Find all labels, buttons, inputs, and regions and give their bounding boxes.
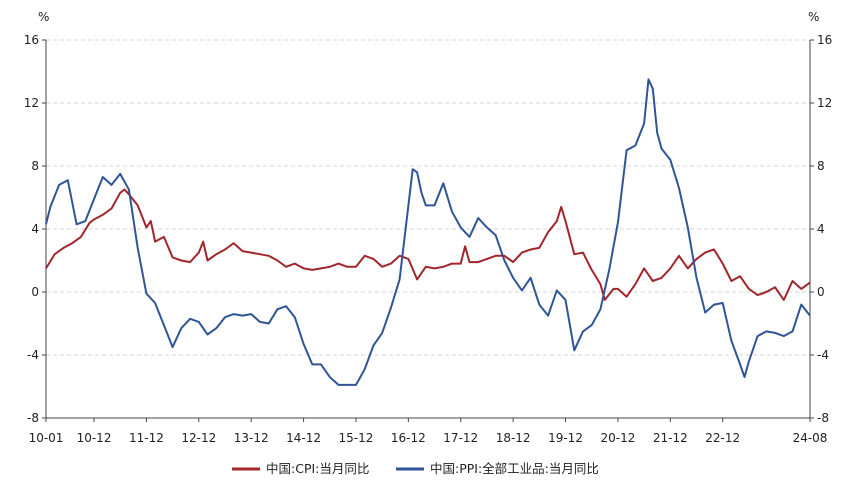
- x-tick-label: 24-08: [793, 431, 828, 445]
- x-tick-labels: 10-01 10-12 11-12 12-12 13-12 14-12 15-12 16-12…: [29, 418, 828, 445]
- y-unit-right: %: [808, 10, 819, 24]
- y-tick-label-right: -4: [817, 348, 829, 362]
- x-tick-label: 17-12: [443, 431, 478, 445]
- series-lines: [45, 78, 811, 386]
- x-tick-label: 12-12: [181, 431, 216, 445]
- y-tick-label-left: -4: [27, 348, 39, 362]
- x-tick-label: 10-12: [77, 431, 112, 445]
- x-tick-label: 14-12: [286, 431, 321, 445]
- x-tick-label: 10-01: [29, 431, 64, 445]
- y-tick-label-right: 12: [817, 96, 832, 110]
- x-tick-label: 20-12: [600, 431, 635, 445]
- y-tick-label-right: 4: [817, 222, 825, 236]
- x-tick-label: 22-12: [705, 431, 740, 445]
- x-tick-label: 13-12: [234, 431, 269, 445]
- gridlines: [42, 39, 814, 419]
- y-tick-label-left: 8: [31, 159, 39, 173]
- y-tick-label-right: 8: [817, 159, 825, 173]
- x-tick-label: 21-12: [653, 431, 688, 445]
- y-tick-label-right: 0: [817, 285, 825, 299]
- legend: 中国:CPI:当月同比 中国:PPI:全部工业品:当月同比: [232, 461, 599, 476]
- y-tick-label-left: 4: [31, 222, 39, 236]
- y-tick-label-right: 16: [817, 33, 832, 47]
- y-tick-label-right: -8: [817, 411, 829, 425]
- y-tick-label-left: -8: [27, 411, 39, 425]
- axes: % %: [38, 10, 819, 419]
- x-tick-label: 16-12: [391, 431, 426, 445]
- y-unit-left: %: [38, 10, 49, 24]
- x-tick-label: 15-12: [339, 431, 374, 445]
- series-line-ppi: [45, 78, 811, 386]
- legend-label-ppi: 中国:PPI:全部工业品:当月同比: [430, 461, 599, 476]
- y-tick-label-left: 0: [31, 285, 39, 299]
- x-tick-label: 11-12: [129, 431, 164, 445]
- y-tick-labels: -8 -8 -4 -4 0 0 4 4 8 8 12 12 16 16: [24, 33, 833, 425]
- y-tick-label-left: 16: [24, 33, 39, 47]
- legend-label-cpi: 中国:CPI:当月同比: [266, 461, 369, 476]
- y-tick-label-left: 12: [24, 96, 39, 110]
- x-tick-label: 18-12: [496, 431, 531, 445]
- x-tick-label: 19-12: [548, 431, 583, 445]
- series-line-cpi: [45, 188, 811, 301]
